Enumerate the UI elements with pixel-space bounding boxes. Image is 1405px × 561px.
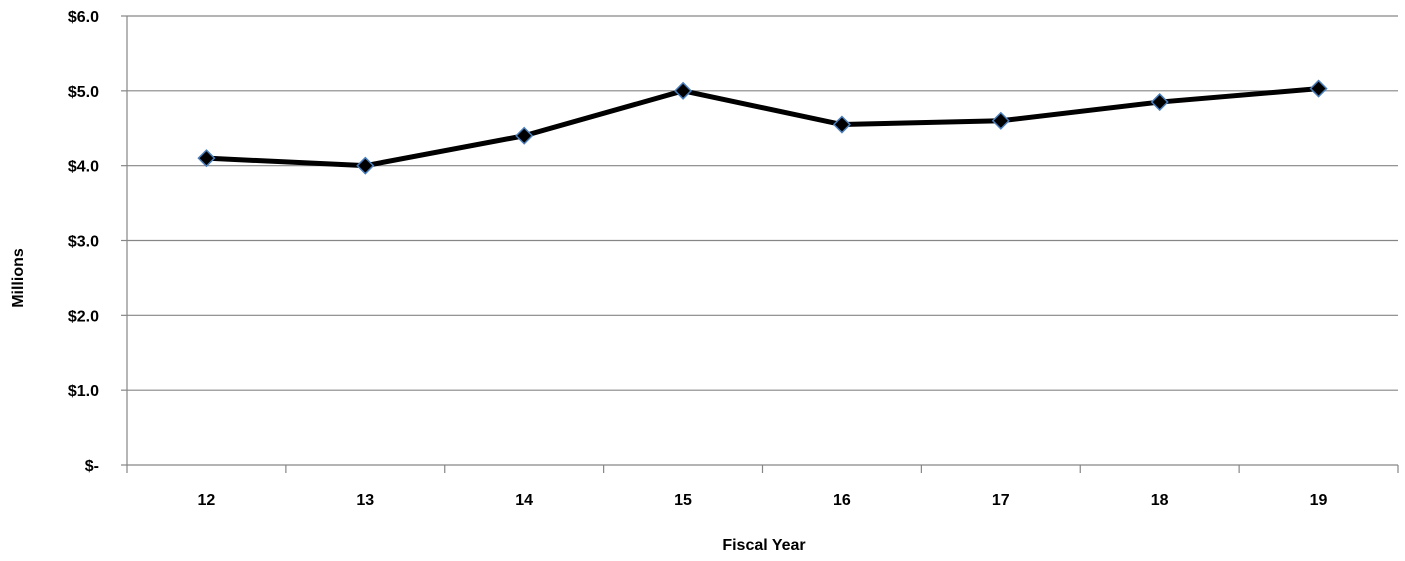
x-tick-labels: 12 13 14 15 16 17 18 19 (198, 492, 1328, 509)
x-tick-label: 18 (1151, 492, 1169, 509)
x-axis-title: Fiscal Year (722, 537, 805, 554)
axes (121, 15, 1399, 473)
x-tick-label: 14 (515, 492, 533, 509)
x-tick-label: 19 (1310, 492, 1328, 509)
x-tick-label: 12 (198, 492, 216, 509)
y-tick-label: $4.0 (68, 159, 99, 176)
x-tick-label: 15 (674, 492, 692, 509)
series-line (203, 86, 1322, 169)
y-tick-label: $5.0 (68, 84, 99, 101)
data-point-marker (674, 81, 693, 100)
data-point-marker (1309, 79, 1328, 98)
data-point-marker (515, 126, 534, 145)
series (197, 79, 1328, 175)
data-point-marker (197, 149, 216, 168)
y-tick-label: $1.0 (68, 383, 99, 400)
y-axis-title: Millions (10, 248, 27, 308)
data-point-marker (832, 115, 851, 134)
data-point-marker (991, 111, 1010, 130)
y-tick-label: $3.0 (68, 234, 99, 251)
x-tick-label: 17 (992, 492, 1010, 509)
x-tick-label: 16 (833, 492, 851, 509)
y-tick-labels: $- $1.0 $2.0 $3.0 $4.0 $5.0 $6.0 (68, 9, 99, 475)
y-tick-label: $- (85, 458, 99, 475)
x-tick-label: 13 (356, 492, 374, 509)
gridlines (127, 15, 1398, 391)
data-point-marker (1150, 92, 1169, 112)
data-point-marker (356, 156, 375, 175)
y-tick-label: $6.0 (68, 9, 99, 26)
y-tick-label: $2.0 (68, 308, 99, 325)
